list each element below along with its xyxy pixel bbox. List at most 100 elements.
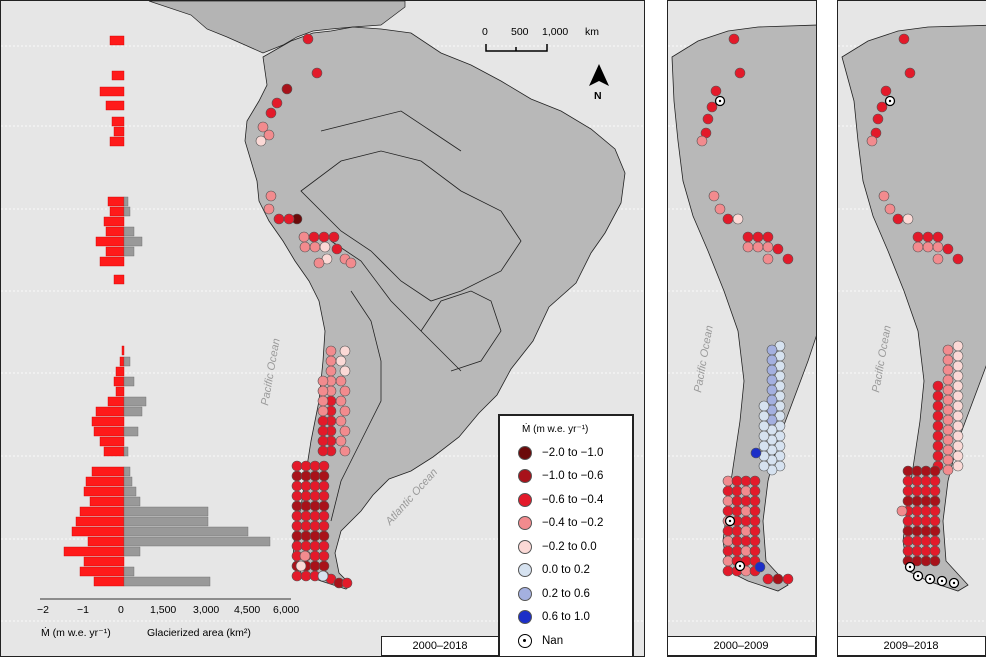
glacier-marker bbox=[300, 460, 312, 472]
glacier-marker bbox=[731, 525, 743, 537]
glacier-marker bbox=[300, 510, 312, 522]
glacier-marker bbox=[912, 231, 924, 243]
glacier-marker bbox=[318, 470, 330, 482]
area-bar bbox=[123, 396, 147, 407]
glacier-marker bbox=[942, 354, 954, 366]
glacier-marker bbox=[318, 460, 330, 472]
glacier-marker bbox=[317, 385, 329, 397]
mb-bar bbox=[91, 416, 125, 427]
south-america-landmass bbox=[841, 24, 986, 592]
glacier-marker bbox=[265, 190, 277, 202]
area-bar bbox=[123, 526, 249, 537]
glacier-marker bbox=[898, 33, 910, 45]
glacier-marker bbox=[300, 570, 312, 582]
glacier-marker bbox=[731, 535, 743, 547]
glacier-marker bbox=[325, 345, 337, 357]
glacier-marker bbox=[942, 364, 954, 376]
glacier-marker bbox=[722, 505, 734, 517]
legend-label: 0.0 to 0.2 bbox=[542, 564, 590, 577]
legend-label: 0.6 to 1.0 bbox=[542, 611, 590, 624]
glacier-marker bbox=[762, 241, 774, 253]
color-swatch-icon bbox=[518, 610, 532, 625]
mb-bar bbox=[113, 274, 125, 285]
glacier-marker bbox=[902, 465, 914, 477]
nan-marker-dot bbox=[916, 574, 920, 578]
glacier-marker bbox=[317, 425, 329, 437]
area-bar bbox=[123, 536, 271, 547]
mb-tick: 0 bbox=[118, 604, 124, 616]
mb-bar bbox=[87, 536, 125, 547]
glacier-marker bbox=[952, 420, 964, 432]
glacier-marker bbox=[318, 510, 330, 522]
glacier-marker bbox=[952, 380, 964, 392]
glacier-marker bbox=[722, 495, 734, 507]
glacier-marker bbox=[929, 485, 941, 497]
glacier-marker bbox=[309, 550, 321, 562]
glacier-marker bbox=[902, 485, 914, 497]
glacier-marker bbox=[749, 475, 761, 487]
legend-item: Nan bbox=[518, 629, 632, 653]
color-swatch-icon bbox=[518, 563, 532, 578]
mb-bar bbox=[93, 426, 125, 437]
glacier-marker bbox=[299, 241, 311, 253]
mb-bar bbox=[75, 516, 125, 527]
glacier-marker bbox=[317, 445, 329, 457]
nan-marker-dot bbox=[718, 99, 722, 103]
glacier-marker bbox=[319, 241, 331, 253]
glacier-marker bbox=[339, 365, 351, 377]
glacier-marker bbox=[722, 565, 734, 577]
glacier-marker bbox=[300, 500, 312, 512]
glacier-marker bbox=[291, 570, 303, 582]
glacier-marker bbox=[702, 113, 714, 125]
glacier-marker bbox=[339, 425, 351, 437]
glacier-marker bbox=[772, 573, 784, 585]
glacier-marker bbox=[911, 535, 923, 547]
glacier-marker bbox=[740, 515, 752, 527]
mb-bar bbox=[113, 376, 125, 387]
mb-bar bbox=[99, 86, 125, 97]
mb-bar bbox=[115, 386, 125, 397]
glacier-marker bbox=[929, 515, 941, 527]
glacier-marker bbox=[300, 480, 312, 492]
mb-bar bbox=[109, 206, 125, 217]
glacier-marker bbox=[942, 404, 954, 416]
glacier-mass-balance-markers bbox=[866, 33, 964, 589]
glacier-marker bbox=[911, 545, 923, 557]
glacier-marker bbox=[878, 190, 890, 202]
area-axis-label: Glacierized area (km²) bbox=[147, 627, 251, 639]
nan-marker-icon bbox=[518, 633, 532, 648]
mb-bar bbox=[107, 396, 125, 407]
legend-item: 0.2 to 0.6 bbox=[518, 582, 632, 606]
glacier-marker bbox=[932, 440, 944, 452]
glacier-marker bbox=[952, 400, 964, 412]
legend-label: Nan bbox=[542, 634, 564, 647]
main-map bbox=[1, 1, 644, 622]
period-label-right: 2009–2018 bbox=[838, 636, 986, 656]
glacier-marker bbox=[740, 495, 752, 507]
glacier-marker bbox=[920, 465, 932, 477]
country-borders bbox=[300, 110, 522, 522]
glacier-marker bbox=[335, 355, 347, 367]
glacier-marker bbox=[758, 430, 770, 442]
area-bar bbox=[123, 516, 209, 527]
histogram bbox=[63, 35, 271, 587]
mb-bar bbox=[71, 526, 125, 537]
nan-marker-dot bbox=[728, 519, 732, 523]
glacier-marker bbox=[942, 414, 954, 426]
area-tick: 4,500 bbox=[234, 604, 261, 616]
glacier-marker bbox=[749, 535, 761, 547]
glacier-marker bbox=[952, 430, 964, 442]
glacier-marker bbox=[335, 435, 347, 447]
legend-label: −2.0 to −1.0 bbox=[542, 446, 604, 459]
color-swatch-icon bbox=[518, 445, 532, 460]
area-bar bbox=[123, 206, 131, 217]
glacier-marker bbox=[339, 405, 351, 417]
glacier-marker bbox=[335, 395, 347, 407]
area-bar bbox=[123, 376, 135, 387]
glacier-marker bbox=[696, 135, 708, 147]
glacier-marker bbox=[722, 535, 734, 547]
mb-bar bbox=[79, 506, 125, 517]
glacier-marker bbox=[942, 384, 954, 396]
glacier-marker bbox=[942, 374, 954, 386]
glacier-marker bbox=[932, 390, 944, 402]
